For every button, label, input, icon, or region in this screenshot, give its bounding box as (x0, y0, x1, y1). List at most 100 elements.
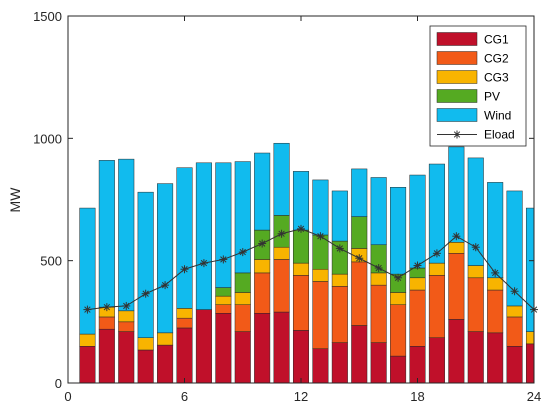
eload-point-23 (510, 287, 519, 296)
bar-cg2-6 (176, 317, 193, 329)
eload-point-18 (413, 261, 422, 270)
bar-pv-8 (215, 287, 232, 297)
bar-wind-19 (428, 163, 445, 264)
legend-label-eload: Eload (484, 128, 515, 142)
legend-box (429, 25, 527, 147)
eload-point-22 (491, 268, 500, 277)
bar-cg3-9 (234, 292, 251, 305)
bar-cg2-21 (467, 277, 484, 332)
legend-swatch-pv (436, 89, 478, 103)
bar-cg1-7 (195, 309, 212, 384)
eload-point-20 (452, 232, 461, 241)
bar-wind-18 (409, 174, 426, 269)
legend-swatch-cg3 (436, 70, 478, 84)
y-tick-label-500: 500 (40, 254, 62, 269)
x-tick-label-12: 12 (294, 389, 308, 404)
eload-point-7 (199, 259, 208, 268)
axis-ticks: 0 6 12 18 24 0 500 1000 1500 (33, 9, 541, 404)
bar-wind-1 (79, 207, 96, 335)
bar-pv-9 (234, 272, 251, 293)
bar-cg3-24 (525, 331, 535, 345)
bars-group (79, 142, 535, 384)
eload-point-5 (161, 281, 170, 290)
bar-wind-12 (292, 171, 310, 231)
bar-wind-13 (312, 179, 329, 236)
bar-cg1-14 (331, 342, 348, 384)
bar-pv-12 (292, 229, 310, 264)
bar-cg1-19 (428, 337, 445, 384)
bar-cg3-10 (254, 259, 271, 274)
bar-cg1-18 (409, 346, 426, 384)
bar-cg1-16 (370, 342, 387, 384)
bar-cg1-21 (467, 331, 484, 384)
eload-point-14 (335, 244, 344, 253)
bar-cg2-18 (409, 289, 426, 347)
bar-cg1-6 (176, 327, 193, 384)
y-tick-label-1000: 1000 (33, 131, 62, 146)
eload-point-1 (83, 305, 92, 314)
bar-wind-14 (331, 190, 348, 242)
bar-cg1-9 (234, 331, 251, 384)
legend-label-cg2: CG2 (484, 52, 509, 66)
x-tick-label-24: 24 (527, 389, 541, 404)
bar-wind-8 (215, 162, 232, 288)
bar-cg2-19 (428, 275, 445, 338)
x-tick-label-0: 0 (64, 389, 71, 404)
bar-wind-22 (487, 182, 504, 279)
bar-cg3-3 (118, 310, 135, 323)
eload-point-2 (102, 303, 111, 312)
bar-cg1-3 (118, 331, 135, 384)
bar-cg3-16 (370, 272, 387, 286)
eload-point-21 (471, 243, 480, 252)
y-tick-label-0: 0 (55, 376, 62, 391)
eload-point-17 (394, 273, 403, 282)
bar-cg2-13 (312, 281, 329, 349)
eload-point-9 (238, 248, 247, 257)
eload-point-8 (219, 255, 228, 264)
bar-cg3-20 (448, 242, 465, 254)
bar-cg2-8 (215, 304, 232, 314)
bar-cg3-4 (137, 337, 154, 351)
bar-cg3-11 (273, 246, 290, 260)
bar-wind-20 (448, 146, 465, 243)
bar-wind-9 (234, 161, 251, 274)
bar-cg1-5 (157, 344, 174, 384)
eload-line (87, 228, 535, 311)
bar-wind-16 (370, 177, 387, 246)
eload-point-11 (277, 229, 286, 238)
bar-cg3-6 (176, 308, 193, 319)
bar-cg1-24 (525, 343, 535, 384)
bar-cg2-11 (273, 259, 290, 313)
bar-cg1-13 (312, 348, 329, 384)
bar-cg3-22 (487, 277, 504, 291)
legend-label-wind: Wind (484, 109, 511, 123)
x-tick-label-6: 6 (181, 389, 188, 404)
bar-cg3-21 (467, 265, 484, 279)
eload-point-19 (432, 249, 441, 258)
eload-point-10 (258, 239, 267, 248)
eload-point-16 (374, 264, 383, 273)
bar-cg3-19 (428, 262, 445, 276)
bar-cg2-20 (448, 253, 465, 320)
bar-cg3-14 (331, 273, 348, 287)
bar-wind-15 (351, 168, 368, 217)
x-tick-label-18: 18 (410, 389, 424, 404)
bar-cg3-1 (79, 333, 96, 347)
legend-label-cg3: CG3 (484, 71, 509, 85)
bar-cg2-9 (234, 304, 251, 332)
bar-cg1-23 (506, 346, 523, 384)
bar-cg2-3 (118, 321, 135, 332)
bar-cg1-10 (254, 313, 271, 384)
bar-wind-24 (525, 207, 535, 332)
bar-cg1-2 (98, 328, 115, 384)
bar-cg2-12 (292, 275, 310, 331)
bar-cg1-12 (292, 330, 310, 384)
bar-cg3-13 (312, 268, 329, 282)
bar-cg3-8 (215, 295, 232, 305)
bar-cg3-23 (506, 305, 523, 318)
bar-cg1-15 (351, 325, 368, 384)
bar-cg1-8 (215, 313, 232, 384)
bar-wind-11 (273, 142, 290, 216)
eload-point-15 (355, 254, 364, 263)
